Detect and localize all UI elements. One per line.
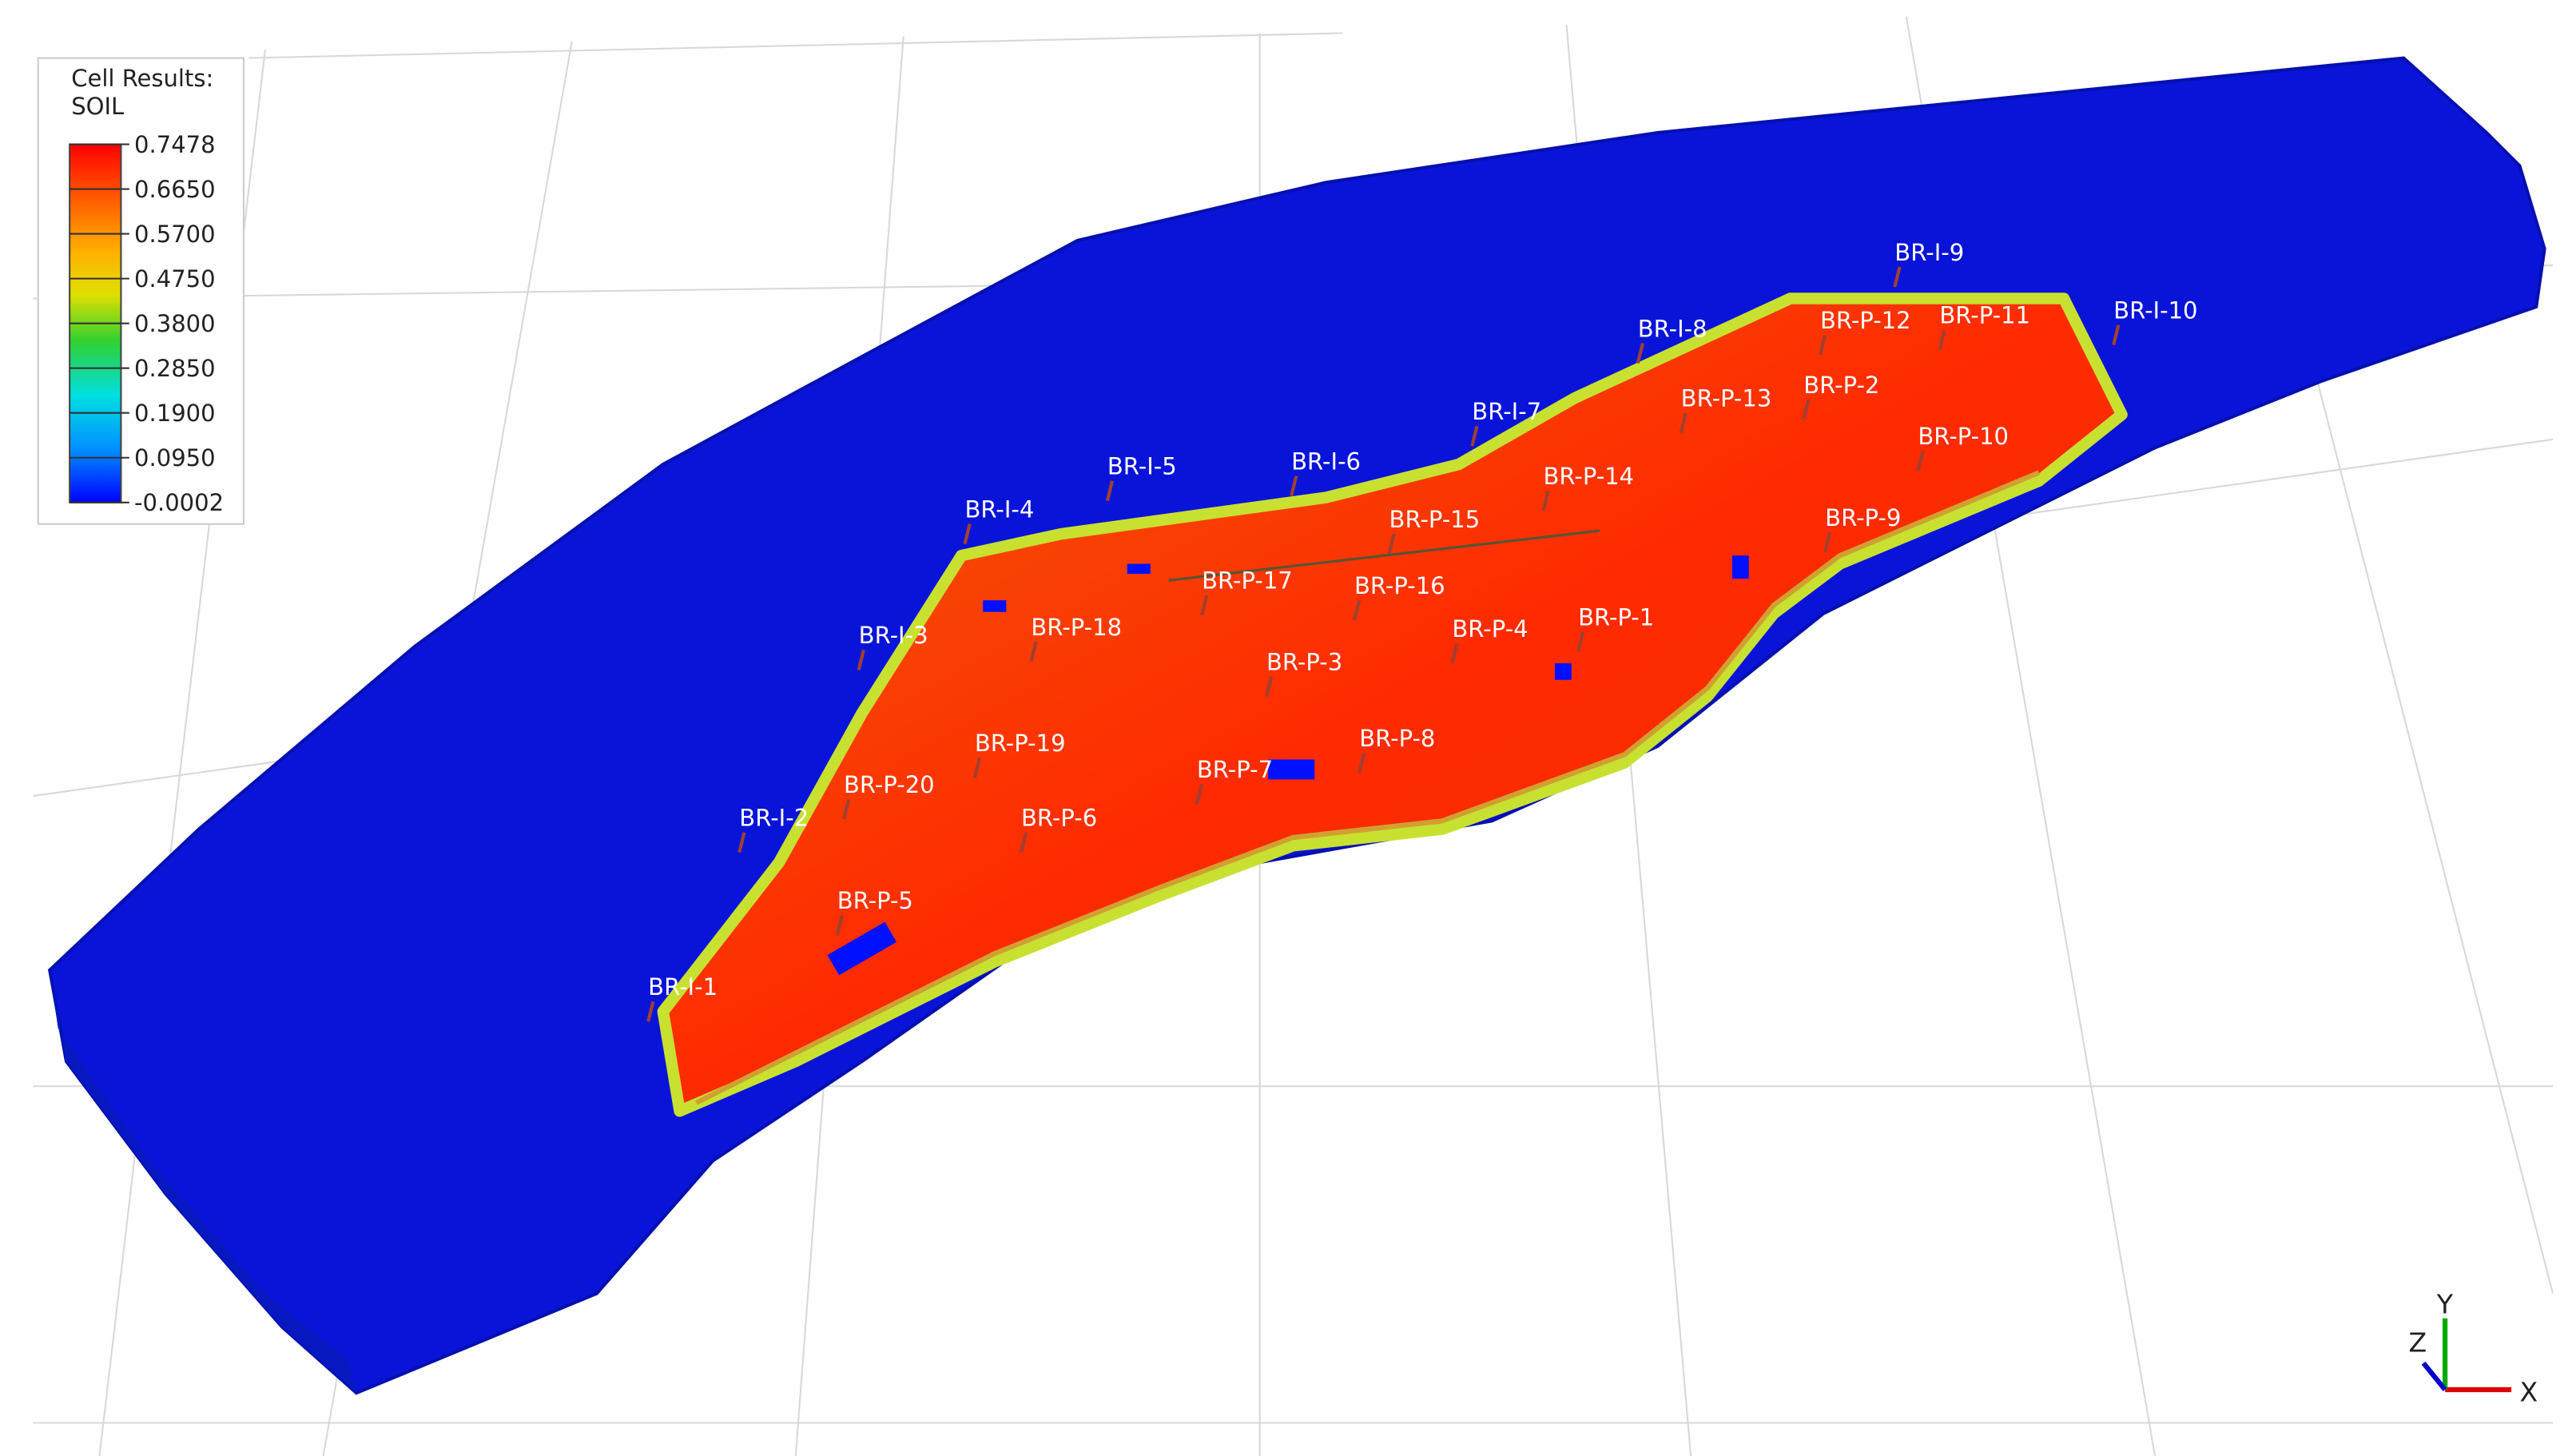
well-path <box>1352 599 1362 621</box>
oil-region <box>657 292 2128 1117</box>
oil-layers <box>694 470 2041 1105</box>
well-path <box>1019 832 1028 853</box>
well-path <box>1541 490 1550 511</box>
well-path <box>737 832 746 853</box>
well-path <box>1195 784 1204 805</box>
well-path <box>1938 329 1946 351</box>
well-path <box>1358 752 1366 774</box>
legend-tick-label: 0.1900 <box>134 400 216 427</box>
water-cells <box>827 555 1749 976</box>
well-label: BR-P-20 <box>844 771 935 798</box>
legend-tick-label: 0.4750 <box>134 265 216 292</box>
z-axis-label: Z <box>2408 1327 2427 1358</box>
well-path <box>1893 266 1902 288</box>
well-label: BR-P-3 <box>1266 648 1342 675</box>
well-label: BR-P-4 <box>1452 615 1528 642</box>
well-path <box>963 523 972 545</box>
well-path <box>1470 425 1479 447</box>
well-path <box>1029 641 1038 662</box>
well-path <box>1265 676 1274 698</box>
well-label: BR-P-15 <box>1389 506 1481 533</box>
y-axis-label: Y <box>2436 1289 2454 1320</box>
well-label: BR-I-7 <box>1472 398 1541 425</box>
well-label: BR-P-17 <box>1202 567 1293 595</box>
well-label: BR-I-10 <box>2113 296 2197 324</box>
well-label: BR-I-6 <box>1291 448 1361 475</box>
well-label: BR-I-3 <box>859 622 928 649</box>
axis-triad: X Y Z <box>2408 1289 2538 1408</box>
well-path <box>1200 595 1209 616</box>
well-label: BR-P-13 <box>1681 384 1772 412</box>
well-path <box>646 1001 655 1022</box>
legend-tick-label: 0.6650 <box>134 176 216 203</box>
legend-tick-label: 0.5700 <box>134 221 216 248</box>
well-label: BR-P-5 <box>837 887 913 914</box>
well-path <box>1290 475 1298 496</box>
wells: BR-I-9 BR-I-8 BR-P-12 BR-P-11 BR-I-10 BR-P-13… <box>646 239 2198 1022</box>
well-path <box>835 914 844 936</box>
well-path <box>1105 480 1115 502</box>
legend-tick-label: 0.2850 <box>134 355 216 382</box>
well-label: BR-I-4 <box>964 495 1034 523</box>
legend-tick-label: 0.0950 <box>134 444 216 471</box>
well-path <box>857 649 865 670</box>
legend: Cell Results: SOIL 0.7478 0.6650 0.5700 0.4… <box>37 57 245 525</box>
well-label: BR-P-11 <box>1939 302 2030 329</box>
well-label: BR-P-1 <box>1578 603 1654 631</box>
well-label: BR-P-7 <box>1197 756 1273 783</box>
well-label: BR-P-8 <box>1359 725 1435 752</box>
well-label: BR-P-14 <box>1543 463 1634 490</box>
well-path <box>1823 531 1832 553</box>
well-path <box>841 798 851 820</box>
well-path <box>1636 343 1644 364</box>
fault-line <box>1168 529 1600 582</box>
x-axis-label: X <box>2519 1377 2538 1408</box>
well-path <box>1576 631 1585 653</box>
well-label: BR-I-9 <box>1894 239 1964 266</box>
legend-tick-label: 0.7478 <box>134 131 216 158</box>
well-label: BR-P-9 <box>1825 504 1901 531</box>
well-path <box>972 757 982 778</box>
well-label: BR-P-16 <box>1354 572 1445 599</box>
well-label: BR-P-10 <box>1918 423 2009 450</box>
well-path <box>1916 450 1925 471</box>
well-label: BR-P-18 <box>1031 614 1122 641</box>
legend-ticks: 0.7478 0.6650 0.5700 0.4750 0.3800 0.2850 0.19… <box>70 131 224 516</box>
well-label: BR-P-6 <box>1021 804 1097 831</box>
legend-tick-label: 0.3800 <box>134 310 216 337</box>
well-path <box>1802 399 1811 420</box>
well-label: BR-P-2 <box>1803 372 1879 399</box>
z-axis <box>2421 1361 2447 1391</box>
reservoir-side <box>50 969 357 1394</box>
well-label: BR-I-8 <box>1638 315 1707 342</box>
legend-title: Cell Results: <box>71 65 213 92</box>
well-label: BR-I-2 <box>739 804 809 831</box>
well-label: BR-P-12 <box>1820 307 1911 334</box>
well-path <box>1679 412 1688 434</box>
legend-tick-label: -0.0002 <box>134 489 224 516</box>
well-path <box>1387 533 1396 555</box>
well-label: BR-I-5 <box>1107 452 1177 479</box>
well-path <box>1450 642 1459 664</box>
well-label: BR-I-1 <box>648 973 718 1001</box>
well-path <box>2112 324 2121 346</box>
well-label: BR-P-19 <box>975 730 1066 757</box>
well-path <box>1818 334 1827 356</box>
legend-result: SOIL <box>71 93 125 120</box>
